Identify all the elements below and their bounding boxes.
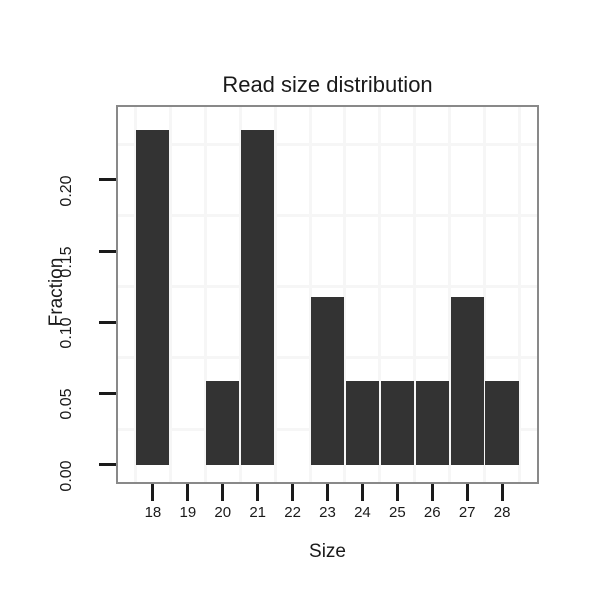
y-tick-mark bbox=[99, 178, 116, 182]
bar-size-23 bbox=[310, 297, 345, 465]
x-tick-mark bbox=[430, 484, 434, 501]
bar-size-24 bbox=[345, 380, 379, 465]
x-tick-mark bbox=[500, 484, 504, 501]
minor-gridline-horizontal bbox=[118, 285, 537, 289]
bars-layer bbox=[118, 107, 537, 482]
minor-gridline-vertical bbox=[448, 107, 452, 482]
x-tick-mark bbox=[291, 484, 295, 501]
minor-gridline-vertical bbox=[483, 107, 487, 482]
bar-size-18 bbox=[136, 129, 170, 465]
x-tick-label: 28 bbox=[493, 504, 511, 521]
x-tick-label: 19 bbox=[179, 504, 197, 521]
y-tick-label: 0.05 bbox=[58, 388, 75, 421]
x-tick-label: 24 bbox=[354, 504, 371, 521]
minor-gridline-vertical bbox=[203, 107, 207, 482]
chart-title: Read size distribution bbox=[222, 72, 433, 97]
x-tick-label: 23 bbox=[319, 504, 336, 521]
minor-gridline-vertical bbox=[133, 107, 137, 482]
y-tick-label: 0.20 bbox=[58, 175, 75, 207]
x-tick-mark bbox=[221, 484, 225, 501]
x-tick-label: 18 bbox=[144, 504, 162, 521]
minor-gridline-horizontal bbox=[118, 213, 537, 217]
x-tick-label: 27 bbox=[458, 504, 476, 521]
x-axis-title: Size bbox=[309, 541, 346, 562]
y-tick-mark bbox=[99, 463, 116, 467]
minor-gridline-vertical bbox=[413, 107, 417, 482]
minor-gridline-vertical bbox=[238, 107, 242, 482]
bar-size-21 bbox=[241, 129, 275, 465]
minor-gridline-vertical bbox=[343, 107, 347, 482]
y-tick-label: 0.00 bbox=[58, 460, 75, 492]
x-tick-mark bbox=[465, 484, 469, 501]
y-tick-mark bbox=[99, 391, 116, 395]
bar-size-27 bbox=[450, 297, 484, 465]
bar-size-20 bbox=[206, 380, 240, 465]
x-tick-label: 25 bbox=[388, 504, 406, 521]
bar-size-25 bbox=[380, 380, 414, 465]
x-tick-mark bbox=[360, 484, 364, 501]
minor-gridline-vertical bbox=[168, 107, 172, 482]
minor-gridline-vertical bbox=[273, 107, 277, 482]
x-tick-mark bbox=[256, 484, 260, 501]
bar-size-26 bbox=[415, 380, 449, 465]
x-tick-mark bbox=[395, 484, 399, 501]
x-tick-label: 22 bbox=[284, 504, 301, 521]
x-tick-mark bbox=[326, 484, 329, 501]
minor-gridline-vertical bbox=[518, 107, 522, 482]
x-tick-mark bbox=[186, 484, 190, 501]
bar-size-28 bbox=[485, 380, 519, 465]
y-tick-mark bbox=[99, 320, 116, 324]
plot-panel bbox=[116, 105, 539, 484]
x-tick-label: 20 bbox=[214, 504, 232, 521]
x-tick-label: 26 bbox=[423, 504, 441, 521]
minor-gridline-vertical bbox=[308, 107, 312, 482]
x-tick-mark bbox=[151, 484, 155, 501]
minor-gridline-vertical bbox=[378, 107, 382, 482]
y-tick-mark bbox=[99, 249, 116, 253]
y-tick-label: 0.15 bbox=[58, 246, 75, 278]
x-tick-label: 21 bbox=[249, 504, 266, 521]
minor-gridline-horizontal bbox=[118, 142, 537, 146]
y-tick-label: 0.10 bbox=[58, 317, 75, 349]
